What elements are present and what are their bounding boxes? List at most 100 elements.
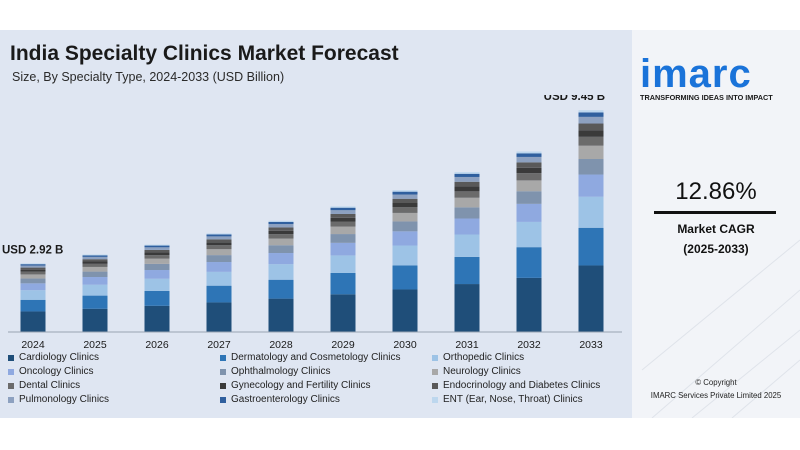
legend-item: Cardiology Clinics xyxy=(8,352,99,363)
bar-segment-2028-9 xyxy=(268,227,294,231)
bar-segment-2028-10 xyxy=(268,224,294,228)
bar-segment-2032-2 xyxy=(516,247,542,278)
legend-swatch xyxy=(432,396,438,403)
bar-segment-2029-1 xyxy=(330,294,356,332)
legend-label: Ophthalmology Clinics xyxy=(231,366,331,377)
bar-segment-2033-3 xyxy=(578,196,604,228)
bar-segment-2031-1 xyxy=(454,284,480,332)
bar-segment-2028-12 xyxy=(268,220,294,222)
x-tick-label: 2026 xyxy=(145,339,169,351)
bar-segment-2024-9 xyxy=(20,267,46,270)
legend-item: Endocrinology and Diabetes Clinics xyxy=(432,380,600,391)
data-label-2024: USD 2.92 B xyxy=(2,244,63,256)
bar-segment-2032-3 xyxy=(516,221,542,248)
x-tick-label: 2029 xyxy=(331,339,355,351)
bar-segment-2032-4 xyxy=(516,203,542,222)
chart-title: India Specialty Clinics Market Forecast xyxy=(10,42,399,65)
bar-segment-2028-8 xyxy=(268,230,294,235)
bar-segment-2025-9 xyxy=(82,259,108,262)
bar-segment-2026-3 xyxy=(144,278,170,291)
data-label-2033: USD 9.45 B xyxy=(544,95,605,103)
bar-segment-2024-8 xyxy=(20,269,46,272)
brand-tagline: TRANSFORMING IDEAS INTO IMPACT xyxy=(640,93,773,102)
bar-segment-2028-7 xyxy=(268,234,294,239)
bar-segment-2033-11 xyxy=(578,112,604,117)
bar-segment-2028-1 xyxy=(268,298,294,332)
bar-segment-2027-6 xyxy=(206,249,232,256)
bar-segment-2033-1 xyxy=(578,265,604,332)
legend-label: Gynecology and Fertility Clinics xyxy=(231,380,371,391)
bar-segment-2026-1 xyxy=(144,305,170,332)
bar-segment-2026-2 xyxy=(144,290,170,306)
bar-segment-2024-4 xyxy=(20,283,46,291)
bar-segment-2032-1 xyxy=(516,277,542,332)
bar-segment-2026-7 xyxy=(144,255,170,259)
legend-item: Pulmonology Clinics xyxy=(8,394,109,405)
legend-swatch xyxy=(220,382,226,389)
bar-segment-2031-3 xyxy=(454,234,480,257)
bar-segment-2024-12 xyxy=(20,263,46,265)
legend-item: Gynecology and Fertility Clinics xyxy=(220,380,371,391)
bar-segment-2024-10 xyxy=(20,265,46,268)
background-decoration xyxy=(641,239,800,418)
legend-item: Dermatology and Cosmetology Clinics xyxy=(220,352,401,363)
bar-segment-2029-11 xyxy=(330,207,356,211)
bar-segment-2031-7 xyxy=(454,191,480,198)
bar-segment-2026-4 xyxy=(144,270,170,279)
bar-segment-2028-4 xyxy=(268,253,294,265)
bar-segment-2026-9 xyxy=(144,249,170,253)
bar-segment-2033-6 xyxy=(578,145,604,160)
bar-segment-2031-12 xyxy=(454,172,480,174)
legend-item: Neurology Clinics xyxy=(432,366,521,377)
chart-subtitle: Size, By Specialty Type, 2024-2033 (USD … xyxy=(12,70,285,84)
bar-segment-2033-10 xyxy=(578,116,604,124)
legend-label: Oncology Clinics xyxy=(19,366,94,377)
bar-segment-2032-10 xyxy=(516,156,542,163)
x-tick-label: 2025 xyxy=(83,339,107,351)
bar-segment-2032-8 xyxy=(516,167,542,174)
bar-segment-2032-6 xyxy=(516,180,542,192)
bar-segment-2029-8 xyxy=(330,217,356,222)
bar-segment-2026-6 xyxy=(144,258,170,264)
bar-segment-2025-1 xyxy=(82,308,108,332)
legend-label: Cardiology Clinics xyxy=(19,352,100,363)
legend-label: Dental Clinics xyxy=(19,380,81,391)
bar-segment-2029-3 xyxy=(330,255,356,273)
x-tick-label: 2030 xyxy=(393,339,417,351)
legend-label: Gastroenterology Clinics xyxy=(231,394,340,405)
bar-segment-2033-12 xyxy=(578,110,604,113)
bar-segment-2030-6 xyxy=(392,212,418,222)
bar-segment-2030-8 xyxy=(392,203,418,208)
bar-segment-2026-11 xyxy=(144,245,170,248)
bar-segment-2030-1 xyxy=(392,289,418,332)
x-tick-label: 2033 xyxy=(579,339,603,351)
bar-segment-2033-5 xyxy=(578,159,604,175)
legend-swatch xyxy=(432,382,438,389)
bar-segment-2033-9 xyxy=(578,123,604,131)
bar-segment-2025-10 xyxy=(82,256,108,260)
bar-segment-2033-4 xyxy=(578,174,604,197)
bar-segment-2027-3 xyxy=(206,271,232,286)
bar-segment-2029-12 xyxy=(330,206,356,208)
bar-segment-2029-2 xyxy=(330,272,356,295)
legend-swatch xyxy=(8,382,14,389)
x-tick-label: 2032 xyxy=(517,339,541,351)
bar-segment-2027-2 xyxy=(206,285,232,303)
cagr-period: (2025-2033) xyxy=(683,242,749,256)
bar-segment-2031-4 xyxy=(454,218,480,235)
bar-segment-2032-7 xyxy=(516,173,542,181)
legend-item: Dental Clinics xyxy=(8,380,80,391)
bar-segment-2031-2 xyxy=(454,256,480,285)
x-tick-label: 2028 xyxy=(269,339,293,351)
bar-segment-2030-12 xyxy=(392,190,418,192)
bar-segment-2025-4 xyxy=(82,277,108,285)
legend-label: Orthopedic Clinics xyxy=(443,352,525,363)
legend-label: Neurology Clinics xyxy=(443,366,521,377)
bar-segment-2028-2 xyxy=(268,279,294,299)
bar-segment-2027-10 xyxy=(206,236,232,240)
legend-item: ENT (Ear, Nose, Throat) Clinics xyxy=(432,394,583,405)
legend-swatch xyxy=(432,354,438,361)
bar-segment-2024-2 xyxy=(20,299,46,312)
bar-segment-2024-6 xyxy=(20,274,46,279)
bar-segment-2025-5 xyxy=(82,271,108,278)
